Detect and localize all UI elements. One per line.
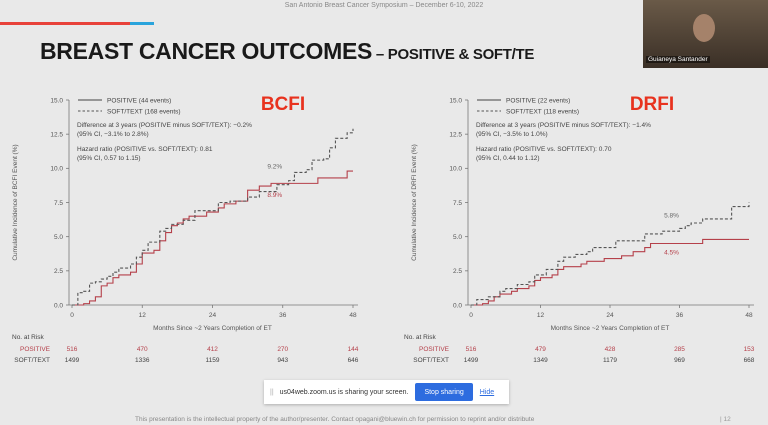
- risk-value: 969: [674, 357, 685, 364]
- risk-value: 668: [744, 357, 755, 364]
- risk-row-label: POSITIVE: [20, 346, 51, 353]
- risk-row-label: POSITIVE: [419, 346, 450, 353]
- legend-label: SOFT/TEXT (168 events): [107, 108, 181, 115]
- conference-header: San Antonio Breast Cancer Symposium – De…: [284, 2, 484, 9]
- risk-value: 1336: [135, 357, 150, 364]
- risk-value: 516: [466, 346, 477, 353]
- participant-name: Guianeya Santander: [646, 56, 710, 63]
- y-tick-label: 10.0: [449, 166, 462, 173]
- y-tick-label: 15.0: [50, 97, 63, 104]
- footer-text: This presentation is the intellectual pr…: [135, 416, 535, 423]
- risk-value: 153: [744, 346, 755, 353]
- annotation: Difference at 3 years (POSITIVE minus SO…: [77, 122, 252, 129]
- x-tick-label: 48: [745, 312, 753, 319]
- share-message: us04web.zoom.us is sharing your screen.: [279, 388, 409, 396]
- y-axis-label: Cumulative Incidence of DRFI Event (%): [411, 144, 418, 261]
- point-label-positive: 8.9%: [267, 192, 282, 199]
- risk-value: 428: [605, 346, 616, 353]
- y-tick-label: 5.0: [54, 234, 63, 241]
- series-line-soft-text: [471, 202, 750, 306]
- x-tick-label: 0: [70, 312, 74, 319]
- chart-title: DRFI: [630, 94, 674, 115]
- x-axis-label: Months Since ~2 Years Completion of ET: [551, 325, 670, 332]
- page-number: | 12: [720, 416, 731, 423]
- series-line-positive: [72, 170, 353, 306]
- y-tick-label: 10.0: [50, 166, 63, 173]
- y-axis-label: Cumulative Incidence of BCFI Event (%): [12, 144, 19, 260]
- risk-value: 1499: [464, 357, 479, 364]
- y-tick-label: 7.5: [453, 200, 462, 207]
- risk-value: 1349: [533, 357, 548, 364]
- x-tick-label: 24: [209, 312, 217, 319]
- accent-bar-blue: [130, 22, 154, 25]
- x-tick-label: 48: [349, 312, 357, 319]
- risk-table-header: No. at Risk: [404, 334, 437, 341]
- risk-table-header: No. at Risk: [12, 334, 45, 341]
- participant-video[interactable]: Guianeya Santander: [643, 0, 768, 68]
- risk-value: 1179: [603, 357, 617, 364]
- risk-value: 270: [277, 346, 288, 353]
- y-tick-label: 5.0: [453, 234, 462, 241]
- annotation: Hazard ratio (POSITIVE vs. SOFT/TEXT): 0…: [476, 146, 612, 153]
- point-label-positive: 4.5%: [664, 249, 679, 256]
- stop-sharing-button[interactable]: Stop sharing: [415, 383, 473, 401]
- x-tick-label: 12: [537, 312, 545, 319]
- y-tick-label: 7.5: [54, 200, 63, 207]
- y-tick-label: 12.5: [50, 131, 63, 138]
- risk-value: 646: [348, 357, 359, 364]
- annotation: (95% CI, 0.57 to 1.15): [77, 155, 141, 162]
- series-line-positive: [471, 238, 749, 306]
- risk-value: 1159: [206, 357, 220, 364]
- legend-label: POSITIVE (22 events): [506, 97, 570, 104]
- x-tick-label: 12: [139, 312, 147, 319]
- slide-title: BREAST CANCER OUTCOMES – POSITIVE & SOFT…: [40, 38, 534, 65]
- risk-value: 1499: [65, 357, 80, 364]
- risk-value: 516: [67, 346, 78, 353]
- hide-link[interactable]: Hide: [479, 388, 495, 396]
- x-tick-label: 36: [279, 312, 287, 319]
- accent-bar-red: [0, 22, 130, 25]
- annotation: Difference at 3 years (POSITIVE minus SO…: [476, 122, 651, 129]
- risk-row-label: SOFT/TEXT: [413, 357, 449, 364]
- x-tick-label: 0: [469, 312, 473, 319]
- y-tick-label: 12.5: [449, 131, 462, 138]
- annotation: (95% CI, 0.44 to 1.12): [476, 155, 540, 162]
- y-tick-label: 0.0: [453, 302, 462, 309]
- y-tick-label: 0.0: [54, 302, 63, 309]
- series-line-soft-text: [72, 128, 354, 306]
- x-tick-label: 36: [676, 312, 684, 319]
- y-tick-label: 2.5: [54, 268, 63, 275]
- participant-avatar: [693, 14, 715, 42]
- y-tick-label: 2.5: [453, 268, 462, 275]
- risk-value: 412: [207, 346, 218, 353]
- risk-value: 470: [137, 346, 148, 353]
- risk-value: 144: [348, 346, 359, 353]
- risk-row-label: SOFT/TEXT: [14, 357, 50, 364]
- annotation: (95% CI, −3.1% to 2.8%): [77, 131, 149, 138]
- chart-title: BCFI: [261, 94, 305, 115]
- drag-handle-icon[interactable]: ||: [270, 388, 274, 396]
- legend-label: SOFT/TEXT (118 events): [506, 108, 579, 115]
- legend-label: POSITIVE (44 events): [107, 97, 171, 104]
- title-sub: – POSITIVE & SOFT/TE: [372, 46, 535, 63]
- x-tick-label: 24: [606, 312, 614, 319]
- title-main: BREAST CANCER OUTCOMES: [40, 38, 373, 64]
- x-axis-label: Months Since ~2 Years Completion of ET: [153, 325, 272, 332]
- risk-value: 479: [535, 346, 546, 353]
- annotation: (95% CI, −3.5% to 1.0%): [476, 131, 548, 138]
- screen-share-bar: || us04web.zoom.us is sharing your scree…: [264, 380, 509, 404]
- y-tick-label: 15.0: [449, 97, 462, 104]
- annotation: Hazard ratio (POSITIVE vs. SOFT/TEXT): 0…: [77, 146, 213, 153]
- point-label-soft: 9.2%: [267, 163, 282, 170]
- risk-value: 285: [674, 346, 685, 353]
- risk-value: 943: [277, 357, 288, 364]
- point-label-soft: 5.8%: [664, 213, 679, 220]
